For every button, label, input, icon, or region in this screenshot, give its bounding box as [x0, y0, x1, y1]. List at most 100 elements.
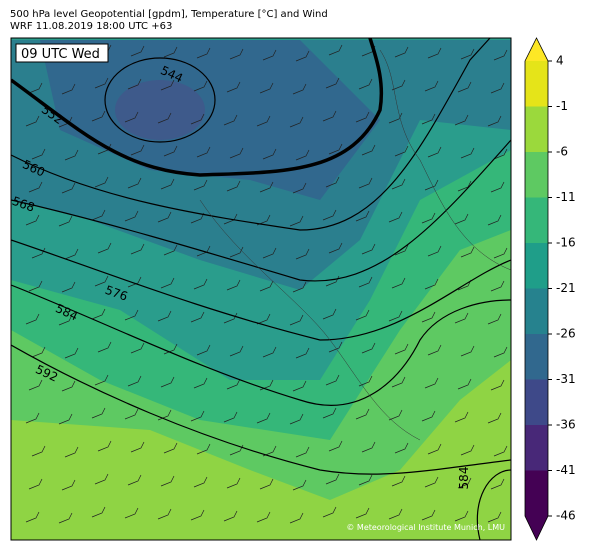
- wind-barb: [97, 440, 112, 452]
- wind-barb: [25, 412, 40, 424]
- wind-barb: [130, 441, 145, 453]
- wind-barb: [295, 446, 310, 458]
- wind-barb: [91, 209, 106, 221]
- wind-barb: [328, 143, 343, 155]
- wind-barb: [487, 511, 502, 523]
- time-box: [15, 43, 109, 63]
- wind-barb: [394, 343, 409, 355]
- wind-barb: [229, 147, 244, 159]
- wind-barb: [127, 177, 142, 189]
- wind-barb: [193, 278, 208, 290]
- wind-barb: [388, 310, 403, 322]
- wind-barb: [259, 82, 274, 94]
- wind-barb: [421, 113, 436, 125]
- wind-barb: [427, 443, 442, 455]
- wind-barb: [421, 311, 436, 323]
- temp-field: [11, 360, 511, 540]
- colorbar-tick-label: -21: [556, 281, 576, 295]
- wind-barb: [394, 244, 409, 256]
- time-label: 09 UTC Wed: [21, 47, 100, 62]
- wind-barb: [25, 214, 40, 226]
- wind-barb: [130, 243, 145, 255]
- wind-barb: [493, 445, 508, 457]
- wind-barb: [25, 511, 40, 523]
- wind-barb: [490, 379, 505, 391]
- wind-barb: [427, 146, 442, 158]
- wind-barb: [388, 508, 403, 520]
- wind-barb: [457, 378, 472, 390]
- wind-barb: [322, 407, 337, 419]
- wind-barb: [325, 374, 340, 386]
- wind-barb: [58, 413, 73, 425]
- wind-barb: [190, 509, 205, 521]
- wind-barb: [25, 115, 40, 127]
- wind-barb: [388, 211, 403, 223]
- wind-barb: [160, 376, 175, 388]
- wind-barb: [61, 380, 76, 392]
- wind-barb: [295, 248, 310, 260]
- wind-barb: [25, 313, 40, 325]
- wind-barb: [160, 79, 175, 91]
- wind-barb: [421, 212, 436, 224]
- wind-barb: [190, 113, 205, 125]
- wind-barb: [61, 182, 76, 194]
- wind-barb: [97, 242, 112, 254]
- wind-barb: [487, 115, 502, 127]
- wind-barb: [454, 510, 469, 522]
- wind-barb: [124, 408, 139, 420]
- wind-barb: [259, 181, 274, 193]
- wind-barb: [358, 276, 373, 288]
- wind-barb: [226, 180, 241, 192]
- wind-barb: [289, 512, 304, 524]
- wind-barb: [322, 209, 337, 221]
- wind-barb: [325, 77, 340, 89]
- wind-barb: [193, 377, 208, 389]
- colorbar-tick-label: -16: [556, 236, 576, 250]
- wind-barb: [28, 181, 43, 193]
- colorbar-tick-label: -6: [556, 145, 568, 159]
- wind-barb: [160, 277, 175, 289]
- wind-barb: [460, 147, 475, 159]
- wind-barb: [91, 506, 106, 518]
- colorbar: 4 -1 -6 -11 -16 -21 -26 -31 -36 -41 -46: [524, 37, 576, 541]
- wind-barb: [358, 375, 373, 387]
- wind-barb: [457, 81, 472, 93]
- wind-barb: [127, 276, 142, 288]
- wind-barb: [487, 412, 502, 424]
- contours: [11, 38, 511, 540]
- wind-barb: [487, 214, 502, 226]
- wind-barb: [355, 309, 370, 321]
- wind-barb: [361, 441, 376, 453]
- wind-barb: [229, 246, 244, 258]
- wind-barb: [97, 341, 112, 353]
- wind-barb: [424, 476, 439, 488]
- colorbar-tick-label: -36: [556, 418, 576, 432]
- colorbar-tick-label: -41: [556, 463, 576, 477]
- wind-barb: [196, 146, 211, 158]
- wind-barb: [61, 83, 76, 95]
- wind-barb: [94, 77, 109, 89]
- wind-barb: [454, 411, 469, 423]
- wind-barb: [394, 442, 409, 454]
- wind-barbs: [25, 44, 508, 524]
- wind-barb: [259, 280, 274, 292]
- wind-barb: [490, 280, 505, 292]
- wind-barb: [490, 181, 505, 193]
- wind-barb: [355, 408, 370, 420]
- wind-barb: [490, 478, 505, 490]
- wind-barb: [292, 281, 307, 293]
- wind-barb: [262, 346, 277, 358]
- wind-barb: [127, 375, 142, 387]
- contour-label: 584: [457, 467, 471, 490]
- wind-barb: [424, 80, 439, 92]
- wind-barb: [361, 243, 376, 255]
- wind-barb: [157, 211, 172, 223]
- wind-barb: [295, 50, 310, 62]
- wind-barb: [322, 308, 337, 320]
- wind-barb: [94, 473, 109, 485]
- colorbar-extend-top: [525, 38, 548, 61]
- wind-barb: [130, 45, 145, 57]
- wind-barb: [157, 508, 172, 520]
- wind-barb: [94, 275, 109, 287]
- wind-barb: [454, 213, 469, 225]
